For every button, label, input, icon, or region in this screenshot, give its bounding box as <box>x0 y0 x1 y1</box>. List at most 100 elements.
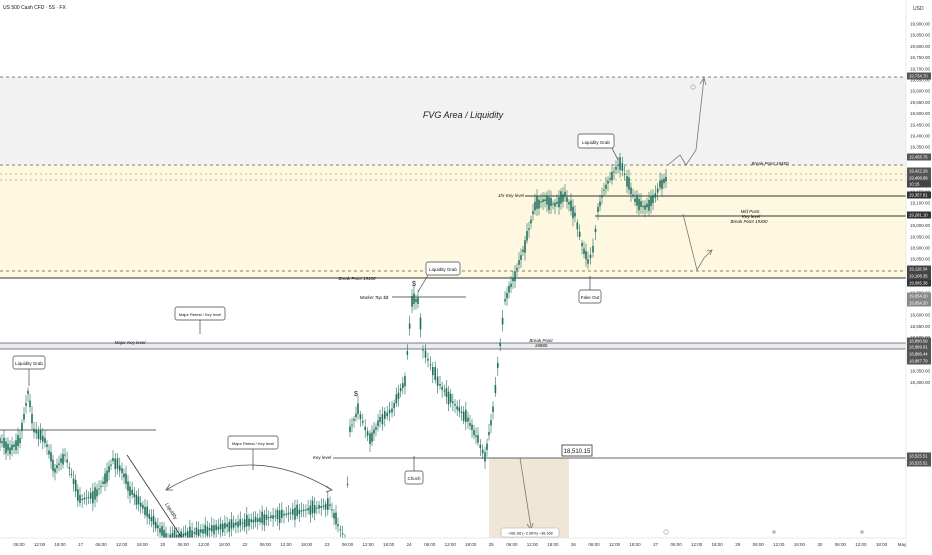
candle-body <box>504 299 506 302</box>
price-axis-label: 18,600.00 <box>910 313 931 318</box>
break-point-19300-label: Break Point 19300 <box>730 219 768 224</box>
candle-body <box>139 502 142 507</box>
candle-body <box>506 292 508 299</box>
candle-body <box>520 255 522 260</box>
candle-body <box>417 297 419 304</box>
candle-body <box>581 243 583 247</box>
candle-body <box>252 519 255 523</box>
candle-body <box>87 497 90 499</box>
time-axis-label: 27 <box>653 542 659 547</box>
time-axis-labels: 06:00 12:00 18:00 17 06:00 12:00 18:00 20 06:00 1… <box>13 542 907 547</box>
candle-body <box>661 179 663 190</box>
candle-body <box>66 459 68 463</box>
candle-body <box>499 342 501 347</box>
time-axis-label: 17 <box>78 542 84 547</box>
candle-body <box>636 194 638 206</box>
candle-body <box>189 526 191 538</box>
svg-text:Major Retest / Key level: Major Retest / Key level <box>232 441 274 446</box>
fvg-title: FVG Area / Liquidity <box>423 110 504 120</box>
candle-body <box>562 194 564 202</box>
candle-body <box>538 199 540 209</box>
choch-callout: Choch <box>404 456 424 485</box>
time-axis-label: 18:00 <box>547 542 559 547</box>
candle-body <box>615 166 617 170</box>
candle-body <box>481 449 484 454</box>
candle-body <box>180 531 182 538</box>
candle-body <box>250 519 252 523</box>
candle-body <box>518 260 520 265</box>
candle-body <box>54 468 56 473</box>
price-tag: 19,458.76 <box>909 155 928 160</box>
candle-body <box>300 510 303 512</box>
price-axis-label: 18,550.00 <box>910 324 931 329</box>
candle-body <box>324 503 327 510</box>
price-tag-bg <box>907 153 931 161</box>
candle-body <box>607 180 609 184</box>
candle-body <box>524 240 526 253</box>
price-tag-bg <box>907 211 931 219</box>
time-axis-label: 12:00 <box>34 542 46 547</box>
flag-marker-icon[interactable] <box>772 530 776 534</box>
candle-body <box>626 176 628 187</box>
event-marker-icon[interactable] <box>663 529 669 535</box>
candle-body <box>512 277 514 282</box>
time-axis-label: 06:00 <box>835 542 847 547</box>
time-axis-label: 18:00 <box>712 542 724 547</box>
time-axis-label: 22 <box>242 542 248 547</box>
price-axis-label: 19,650.00 <box>910 78 931 83</box>
price-tag-bg <box>907 452 931 460</box>
candle-body <box>654 193 657 198</box>
candle-body <box>552 203 554 205</box>
candle-body <box>309 505 312 515</box>
candle-body <box>594 228 597 233</box>
candle-body <box>634 198 636 203</box>
candle-body <box>287 512 290 515</box>
candle-body <box>542 199 544 202</box>
candle-body <box>570 200 572 211</box>
candle-body <box>424 350 427 358</box>
candle-body <box>307 508 309 511</box>
candle-body <box>108 466 110 473</box>
candle-body <box>50 452 52 462</box>
eye-marker-icon[interactable] <box>690 84 696 90</box>
candle-body <box>118 465 121 471</box>
candle-body <box>574 212 576 217</box>
candle-body <box>17 435 19 447</box>
candle-body <box>454 404 456 406</box>
flag-marker-icon-2[interactable] <box>860 530 864 534</box>
price-tag: 18,886.44 <box>909 352 928 357</box>
candle-body <box>114 458 117 470</box>
candle-body <box>112 458 114 462</box>
price-tag: 18,887.79 <box>909 359 928 364</box>
measure-arrow <box>519 457 532 529</box>
candle-body <box>548 197 550 210</box>
price-axis-label: 19,800.00 <box>910 44 931 49</box>
price-tag-bg <box>907 459 931 467</box>
candle-body <box>592 245 594 253</box>
time-axis-label: 18:00 <box>629 542 641 547</box>
candle-body <box>175 534 178 539</box>
price-axis-label: 19,600.00 <box>910 89 931 94</box>
time-axis[interactable] <box>0 538 906 550</box>
candle-body <box>256 518 259 522</box>
candle-body <box>621 163 624 171</box>
time-axis-label: 26 <box>571 542 577 547</box>
candle-body <box>558 197 560 208</box>
candle-body <box>349 426 351 433</box>
candle-body <box>578 231 581 237</box>
candle-body <box>106 470 108 483</box>
candle-body <box>195 527 198 535</box>
candle-body <box>215 524 217 531</box>
candle-body <box>70 473 73 475</box>
candle-body <box>393 403 395 409</box>
candle-body <box>546 195 548 205</box>
major-retest-1-callout: Major Retest / Key level <box>174 306 226 334</box>
candle-body <box>386 412 388 417</box>
candle-body <box>313 505 316 514</box>
candle-body <box>239 519 242 526</box>
candle-body <box>64 454 66 456</box>
dollar-mid-label: $ <box>354 391 358 398</box>
projection-up-arrowhead <box>699 77 707 86</box>
